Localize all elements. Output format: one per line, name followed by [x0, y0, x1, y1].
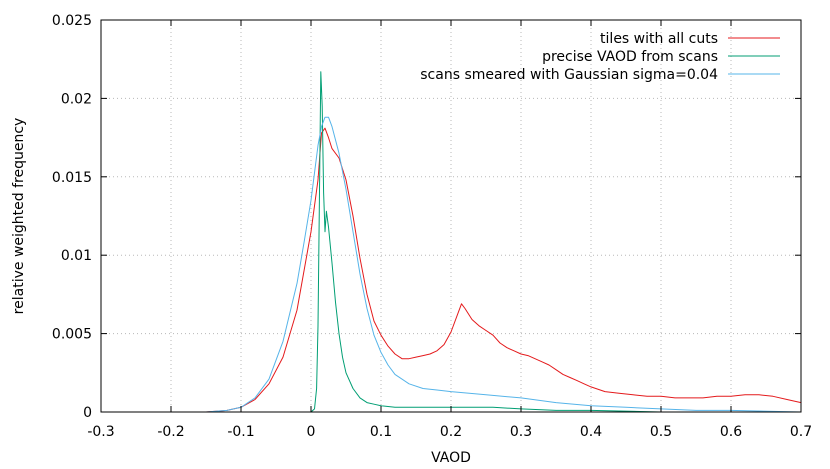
y-tick-label: 0.02 — [61, 91, 92, 107]
x-tick-label: 0.6 — [720, 424, 742, 440]
y-tick-label: 0.005 — [52, 327, 92, 343]
y-tick-label: 0 — [83, 405, 92, 421]
x-tick-label: 0.7 — [790, 424, 812, 440]
series-line-1 — [205, 127, 802, 413]
legend-label-2: precise VAOD from scans — [542, 49, 718, 65]
y-tick-label: 0.01 — [61, 248, 92, 264]
legend-label-1: tiles with all cuts — [600, 31, 718, 47]
legend: tiles with all cuts precise VAOD from sca… — [420, 31, 780, 83]
x-tick-label: 0.5 — [650, 424, 672, 440]
x-tick-label: 0 — [307, 424, 316, 440]
x-tick-label: 0.2 — [440, 424, 462, 440]
y-axis-label: relative weighted frequency — [11, 118, 27, 315]
x-tick-label: 0.1 — [370, 424, 392, 440]
series-line-3 — [205, 116, 802, 413]
legend-label-3: scans smeared with Gaussian sigma=0.04 — [420, 67, 718, 83]
x-tick-label: -0.2 — [157, 424, 184, 440]
y-tick-label: 0.015 — [52, 170, 92, 186]
y-tick-label: 0.025 — [52, 13, 92, 29]
x-tick-label: 0.3 — [510, 424, 532, 440]
ticks: -0.3 -0.2 -0.1 0 0.1 0.2 0.3 0.4 0.5 0.6 0.7 0 0.005… — [52, 13, 812, 440]
x-axis-label: VAOD — [431, 450, 471, 466]
x-tick-label: -0.1 — [227, 424, 254, 440]
series-layer — [205, 71, 802, 413]
x-tick-label: 0.4 — [580, 424, 602, 440]
grid — [101, 20, 801, 412]
x-tick-label: -0.3 — [87, 424, 114, 440]
series-line-2 — [241, 71, 801, 413]
